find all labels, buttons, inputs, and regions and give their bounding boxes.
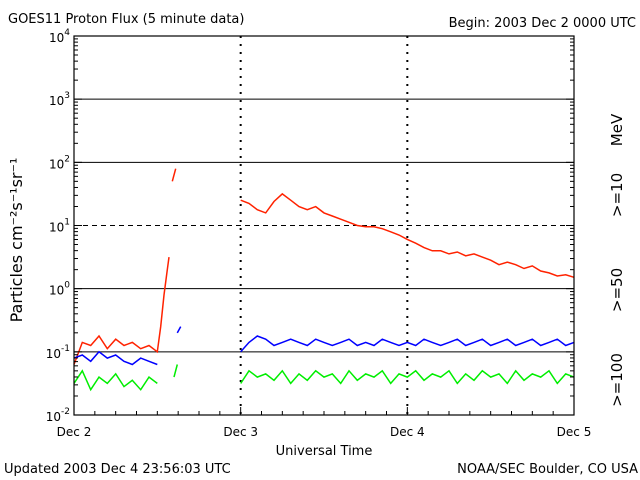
axes: 10-2 10-1 100 101 102 103 104 Dec 2 Dec 3 Dec 4 De… bbox=[46, 28, 592, 439]
updated-time: Updated 2003 Dec 4 23:56:03 UTC bbox=[4, 462, 231, 477]
series-line-0 bbox=[73, 256, 170, 365]
y-tick-label: 103 bbox=[49, 91, 70, 108]
unit-label: MeV bbox=[608, 113, 626, 146]
x-tick-label: Dec 5 bbox=[557, 425, 592, 439]
plot-frame bbox=[73, 35, 575, 416]
x-tick-label: Dec 4 bbox=[390, 425, 425, 439]
legend-ge100: >=100 bbox=[608, 353, 626, 407]
series-line-0 bbox=[171, 168, 177, 182]
chart-title: GOES11 Proton Flux (5 minute data) bbox=[8, 12, 244, 27]
x-tick-label: Dec 2 bbox=[57, 425, 92, 439]
series-line-0 bbox=[240, 192, 575, 279]
series-line-2 bbox=[240, 369, 575, 385]
series-line-1 bbox=[73, 350, 158, 366]
y-tick-label: 10-2 bbox=[46, 407, 70, 424]
source-credit: NOAA/SEC Boulder, CO USA bbox=[457, 462, 638, 477]
y-tick-label: 101 bbox=[49, 218, 70, 235]
y-tick-label: 104 bbox=[49, 28, 70, 45]
series-group bbox=[73, 168, 575, 392]
y-tick-label: 102 bbox=[49, 154, 70, 171]
series-line-1 bbox=[240, 335, 575, 353]
y-axis-label: Particles cm⁻²s⁻¹sr⁻¹ bbox=[7, 158, 26, 323]
y-tick-label: 10-1 bbox=[46, 344, 70, 361]
legend-ge50: >=50 bbox=[608, 268, 626, 312]
y-tick-label: 100 bbox=[49, 281, 70, 298]
series-line-2 bbox=[73, 369, 158, 392]
begin-time: Begin: 2003 Dec 2 0000 UTC bbox=[449, 16, 636, 31]
series-line-1 bbox=[176, 326, 182, 334]
series-line-2 bbox=[173, 364, 179, 378]
gridlines bbox=[74, 36, 574, 415]
x-axis-label: Universal Time bbox=[276, 444, 373, 459]
legend-ge10: >=10 bbox=[608, 173, 626, 217]
x-tick-label: Dec 3 bbox=[223, 425, 258, 439]
